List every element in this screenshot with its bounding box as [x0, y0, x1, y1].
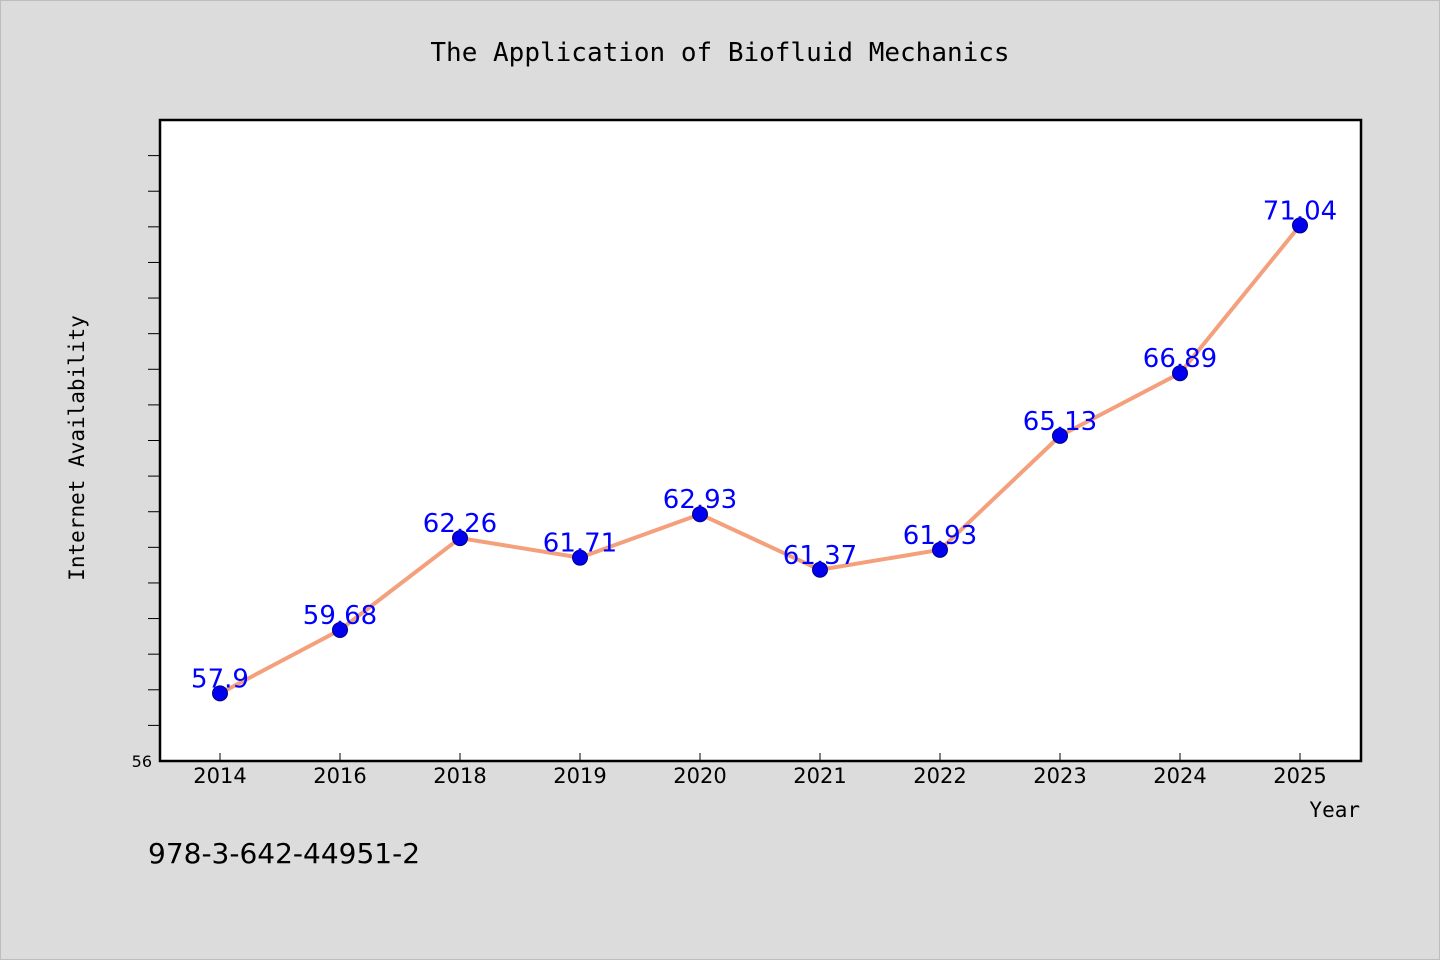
data-label: 61.93	[903, 521, 977, 551]
y-tick-label: 56	[132, 752, 152, 771]
y-axis-label: Internet Availability	[65, 315, 89, 581]
x-tick-label: 2025	[1273, 764, 1326, 788]
x-tick-label: 2022	[913, 764, 966, 788]
x-tick-label: 2020	[673, 764, 726, 788]
data-point-marker	[212, 685, 228, 702]
data-label: 62.93	[663, 485, 737, 515]
x-tick-label: 2023	[1033, 764, 1086, 788]
isbn-text: 978-3-642-44951-2	[148, 837, 420, 870]
plot-area	[158, 118, 1363, 763]
x-axis-label: Year	[1309, 798, 1360, 822]
series-markers	[212, 217, 1308, 702]
data-point-marker	[572, 549, 588, 566]
series-line	[218, 223, 1302, 696]
data-label: 57.9	[191, 664, 249, 694]
data-point-marker	[812, 561, 828, 578]
x-tick-label: 2021	[793, 764, 846, 788]
data-label: 61.37	[783, 541, 857, 571]
y-axis-ticks: 56	[132, 155, 160, 771]
data-label: 61.71	[543, 529, 617, 559]
data-label: 71.04	[1263, 196, 1337, 226]
x-axis-ticks: 2014 2016 2018 2019 2020 2021 2022 2023 2024 2025	[193, 753, 1327, 788]
data-point-marker	[1292, 217, 1308, 234]
x-tick-label: 2014	[193, 764, 246, 788]
x-tick-label: 2018	[433, 764, 486, 788]
x-tick-label: 2019	[553, 764, 606, 788]
data-point-marker	[692, 506, 708, 523]
data-label: 59.68	[303, 601, 377, 631]
data-labels: 57.9 59.68 62.26 61.71 62.93 61.37 61.93 65.13 6…	[191, 196, 1337, 694]
data-point-marker	[932, 541, 948, 558]
data-point-marker	[452, 530, 468, 547]
data-label: 65.13	[1023, 407, 1097, 437]
chart-title: The Application of Biofluid Mechanics	[430, 38, 1009, 68]
data-label: 62.26	[423, 509, 497, 539]
data-point-marker	[332, 621, 348, 638]
x-tick-label: 2016	[313, 764, 366, 788]
data-point-marker	[1052, 427, 1068, 444]
data-label: 66.89	[1143, 344, 1217, 374]
x-tick-label: 2024	[1153, 764, 1206, 788]
data-point-marker	[1172, 365, 1188, 382]
